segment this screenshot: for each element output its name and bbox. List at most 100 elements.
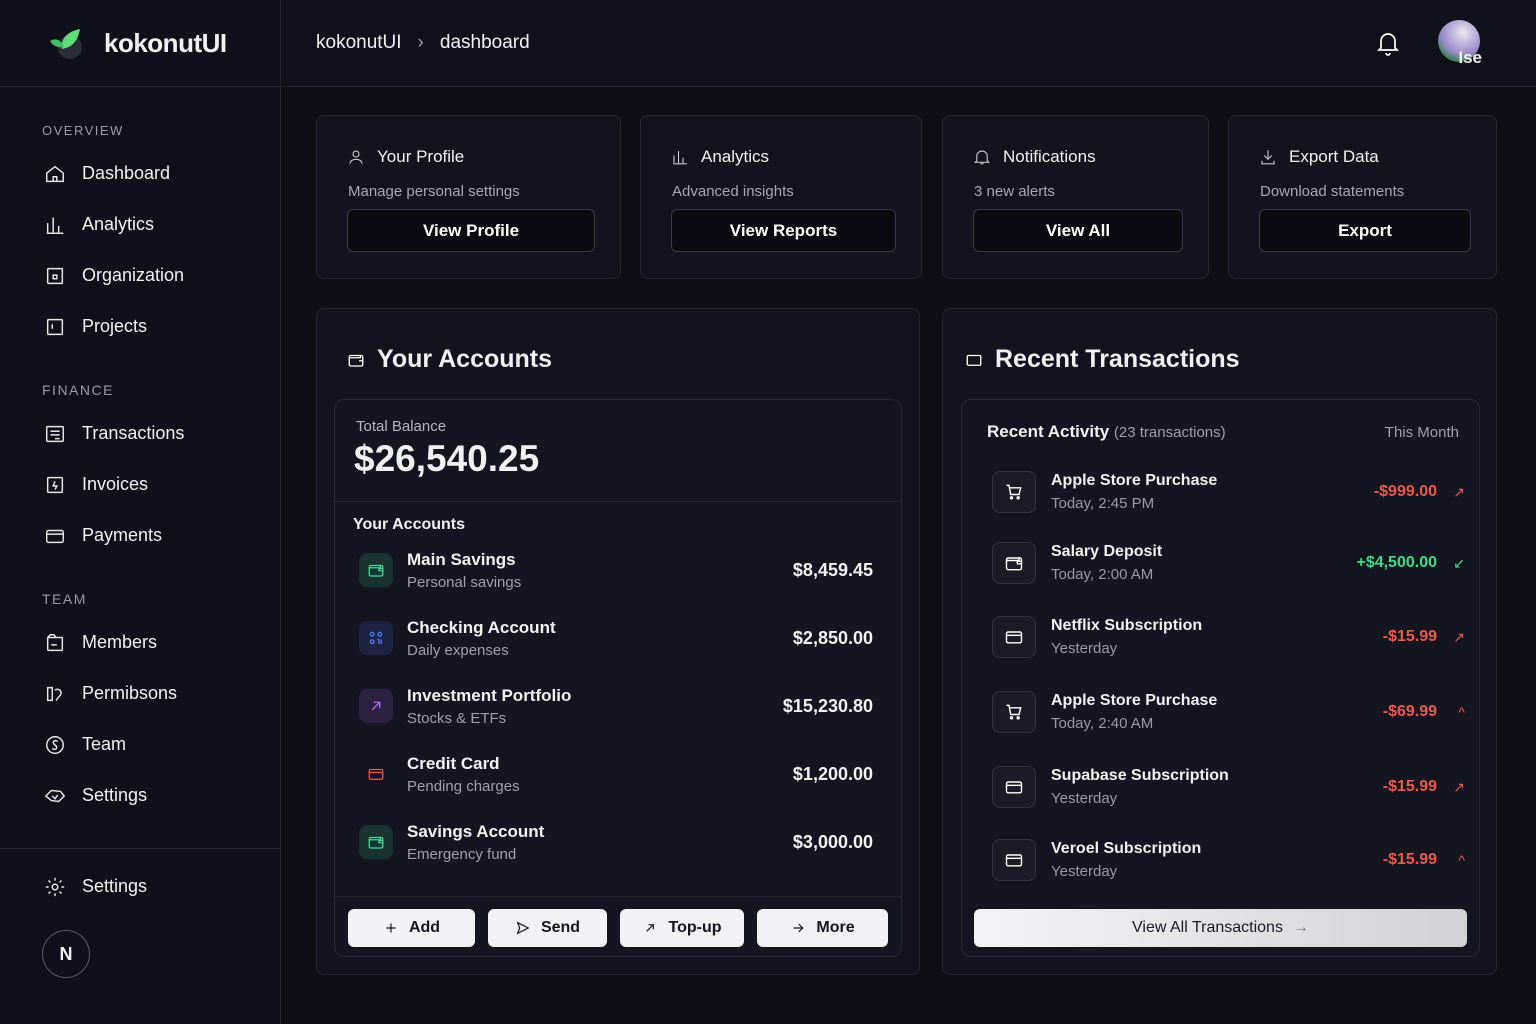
quick-card-2: Notifications 3 new alerts View All bbox=[942, 115, 1209, 279]
arrow-up-right-icon bbox=[371, 701, 381, 711]
quick-card-subtitle: Download statements bbox=[1260, 183, 1405, 200]
sidebar-item-team[interactable]: Team bbox=[0, 719, 280, 770]
account-amount: $1,200.00 bbox=[792, 763, 873, 784]
quick-card-button[interactable]: Export bbox=[1259, 209, 1471, 252]
accounts-title-text: Your Accounts bbox=[377, 345, 553, 373]
sidebar-item-dashboard[interactable]: Dashboard bbox=[0, 148, 280, 199]
avatar[interactable]: N bbox=[42, 930, 90, 978]
transaction-row[interactable]: Supabase Subscription Yesterday -$15.99 … bbox=[992, 757, 1465, 817]
quick-card-1: Analytics Advanced insights View Reports bbox=[640, 115, 922, 279]
period-filter[interactable]: This Month bbox=[1384, 424, 1459, 441]
quick-card-subtitle: Manage personal settings bbox=[348, 183, 520, 200]
transaction-time: Yesterday bbox=[1051, 640, 1118, 657]
sidebar-item-transactions[interactable]: Transactions bbox=[0, 408, 280, 459]
account-name: Checking Account bbox=[407, 617, 556, 637]
quick-card-subtitle: Advanced insights bbox=[672, 183, 794, 200]
shield-icon bbox=[46, 686, 62, 701]
sidebar-item-payments[interactable]: Payments bbox=[0, 510, 280, 561]
card-icon bbox=[966, 354, 982, 366]
download-icon bbox=[1261, 150, 1275, 165]
credit-card-icon bbox=[1005, 854, 1023, 867]
account-row[interactable]: Main Savings Personal savings $8,459.45 bbox=[359, 542, 873, 598]
transaction-icon bbox=[992, 471, 1036, 513]
transactions-card: Recent Activity (23 transactions) This M… bbox=[961, 399, 1480, 957]
transaction-time: Today, 2:00 AM bbox=[1051, 566, 1154, 583]
users-icon bbox=[46, 633, 64, 651]
sidebar-item-permibsons[interactable]: Permibsons bbox=[0, 668, 280, 719]
button-label: More bbox=[816, 919, 855, 936]
sidebar-item-organization[interactable]: Organization bbox=[0, 250, 280, 301]
bar-chart-icon bbox=[46, 217, 64, 234]
total-balance: $26,540.25 bbox=[354, 438, 540, 479]
sidebar-item-settings-bottom[interactable]: Settings bbox=[0, 861, 280, 912]
accounts-card: Total Balance $26,540.25 Your Accounts M… bbox=[334, 399, 902, 957]
sidebar-item-label: Projects bbox=[82, 316, 148, 336]
account-description: Emergency fund bbox=[407, 845, 517, 863]
send-button[interactable]: Send bbox=[488, 909, 607, 947]
quick-card-title: Export Data bbox=[1259, 147, 1496, 167]
sidebar-item-label: Transactions bbox=[82, 423, 185, 443]
quick-card-button[interactable]: View All bbox=[973, 209, 1183, 252]
bell-icon bbox=[973, 150, 991, 165]
sidebar-item-label: Invoices bbox=[82, 474, 149, 494]
divider bbox=[335, 896, 901, 897]
sidebar-item-label: Analytics bbox=[82, 214, 155, 234]
button-label: Send bbox=[540, 919, 581, 936]
credit-card-icon bbox=[368, 768, 384, 780]
sidebar-item-projects[interactable]: Projects bbox=[0, 301, 280, 352]
transaction-row[interactable]: Apple Store Purchase Today, 2:45 PM -$99… bbox=[992, 462, 1465, 522]
user-avatar[interactable] bbox=[1438, 20, 1480, 62]
quick-card-title-text: Export Data bbox=[1289, 147, 1379, 166]
account-row[interactable]: Investment Portfolio Stocks & ETFs $15,2… bbox=[359, 678, 873, 734]
transaction-icon bbox=[992, 616, 1036, 658]
sidebar-item-settings[interactable]: Settings bbox=[0, 770, 280, 821]
breadcrumb-root[interactable]: kokonutUI bbox=[316, 32, 402, 53]
more-button[interactable]: More bbox=[757, 909, 888, 947]
transaction-icon bbox=[992, 766, 1036, 808]
transaction-name: Netflix Subscription bbox=[1051, 617, 1203, 634]
total-balance-label: Total Balance bbox=[356, 418, 447, 435]
sidebar-section-title: TEAM bbox=[42, 591, 87, 607]
plus-icon bbox=[386, 923, 396, 933]
top-up-button[interactable]: Top-up bbox=[620, 909, 744, 947]
transaction-time: Today, 2:40 AM bbox=[1051, 715, 1154, 732]
receipt-icon bbox=[46, 425, 64, 442]
account-name: Credit Card bbox=[407, 753, 500, 773]
credit-card-icon bbox=[1005, 631, 1023, 644]
account-description: Pending charges bbox=[407, 777, 520, 795]
folder-icon bbox=[46, 318, 64, 335]
quick-card-title: Analytics bbox=[671, 147, 921, 167]
topbar: kokonutUI › dashboard Ise bbox=[282, 0, 1536, 87]
sidebar-item-label: Dashboard bbox=[82, 163, 171, 183]
arrow-right-icon: → bbox=[1292, 919, 1309, 936]
transaction-icon bbox=[992, 542, 1036, 584]
bell-icon[interactable] bbox=[1376, 30, 1400, 56]
view-all-transactions-button[interactable]: View All Transactions → bbox=[974, 909, 1467, 947]
transaction-row[interactable]: Salary Deposit Today, 2:00 AM +$4,500.00… bbox=[992, 533, 1465, 593]
button-label: Add bbox=[408, 919, 441, 936]
account-row[interactable]: Savings Account Emergency fund $3,000.00 bbox=[359, 814, 873, 870]
account-amount: $2,850.00 bbox=[792, 627, 873, 648]
transaction-time: Yesterday bbox=[1051, 790, 1118, 807]
activity-label: Recent Activity bbox=[987, 422, 1110, 441]
account-row[interactable]: Credit Card Pending charges $1,200.00 bbox=[359, 746, 873, 802]
add-button[interactable]: Add bbox=[348, 909, 475, 947]
quick-card-button[interactable]: View Reports bbox=[671, 209, 896, 252]
sidebar-item-invoices[interactable]: Invoices bbox=[0, 459, 280, 510]
transaction-row[interactable]: Netflix Subscription Yesterday -$15.99 ↗ bbox=[992, 607, 1465, 667]
account-icon bbox=[359, 757, 393, 791]
logo[interactable]: kokonutUI bbox=[0, 0, 280, 87]
account-row[interactable]: Checking Account Daily expenses $2,850.0… bbox=[359, 610, 873, 666]
arrow-down-left-icon: ↙ bbox=[1453, 554, 1465, 571]
quick-card-button[interactable]: View Profile bbox=[347, 209, 595, 252]
button-label: Top-up bbox=[668, 919, 722, 936]
sidebar-bottom: Settings bbox=[0, 848, 280, 912]
account-description: Stocks & ETFs bbox=[407, 709, 507, 727]
transaction-row[interactable]: Apple Store Purchase Today, 2:40 AM -$69… bbox=[992, 682, 1465, 742]
breadcrumb-current: dashboard bbox=[439, 32, 530, 53]
transaction-time: Today, 2:45 PM bbox=[1051, 495, 1155, 512]
transaction-row[interactable]: Veroel Subscription Yesterday -$15.99 ^ bbox=[992, 830, 1465, 890]
user-avatar-label: Ise bbox=[1458, 48, 1482, 67]
sidebar-item-members[interactable]: Members bbox=[0, 617, 280, 668]
sidebar-item-analytics[interactable]: Analytics bbox=[0, 199, 280, 250]
